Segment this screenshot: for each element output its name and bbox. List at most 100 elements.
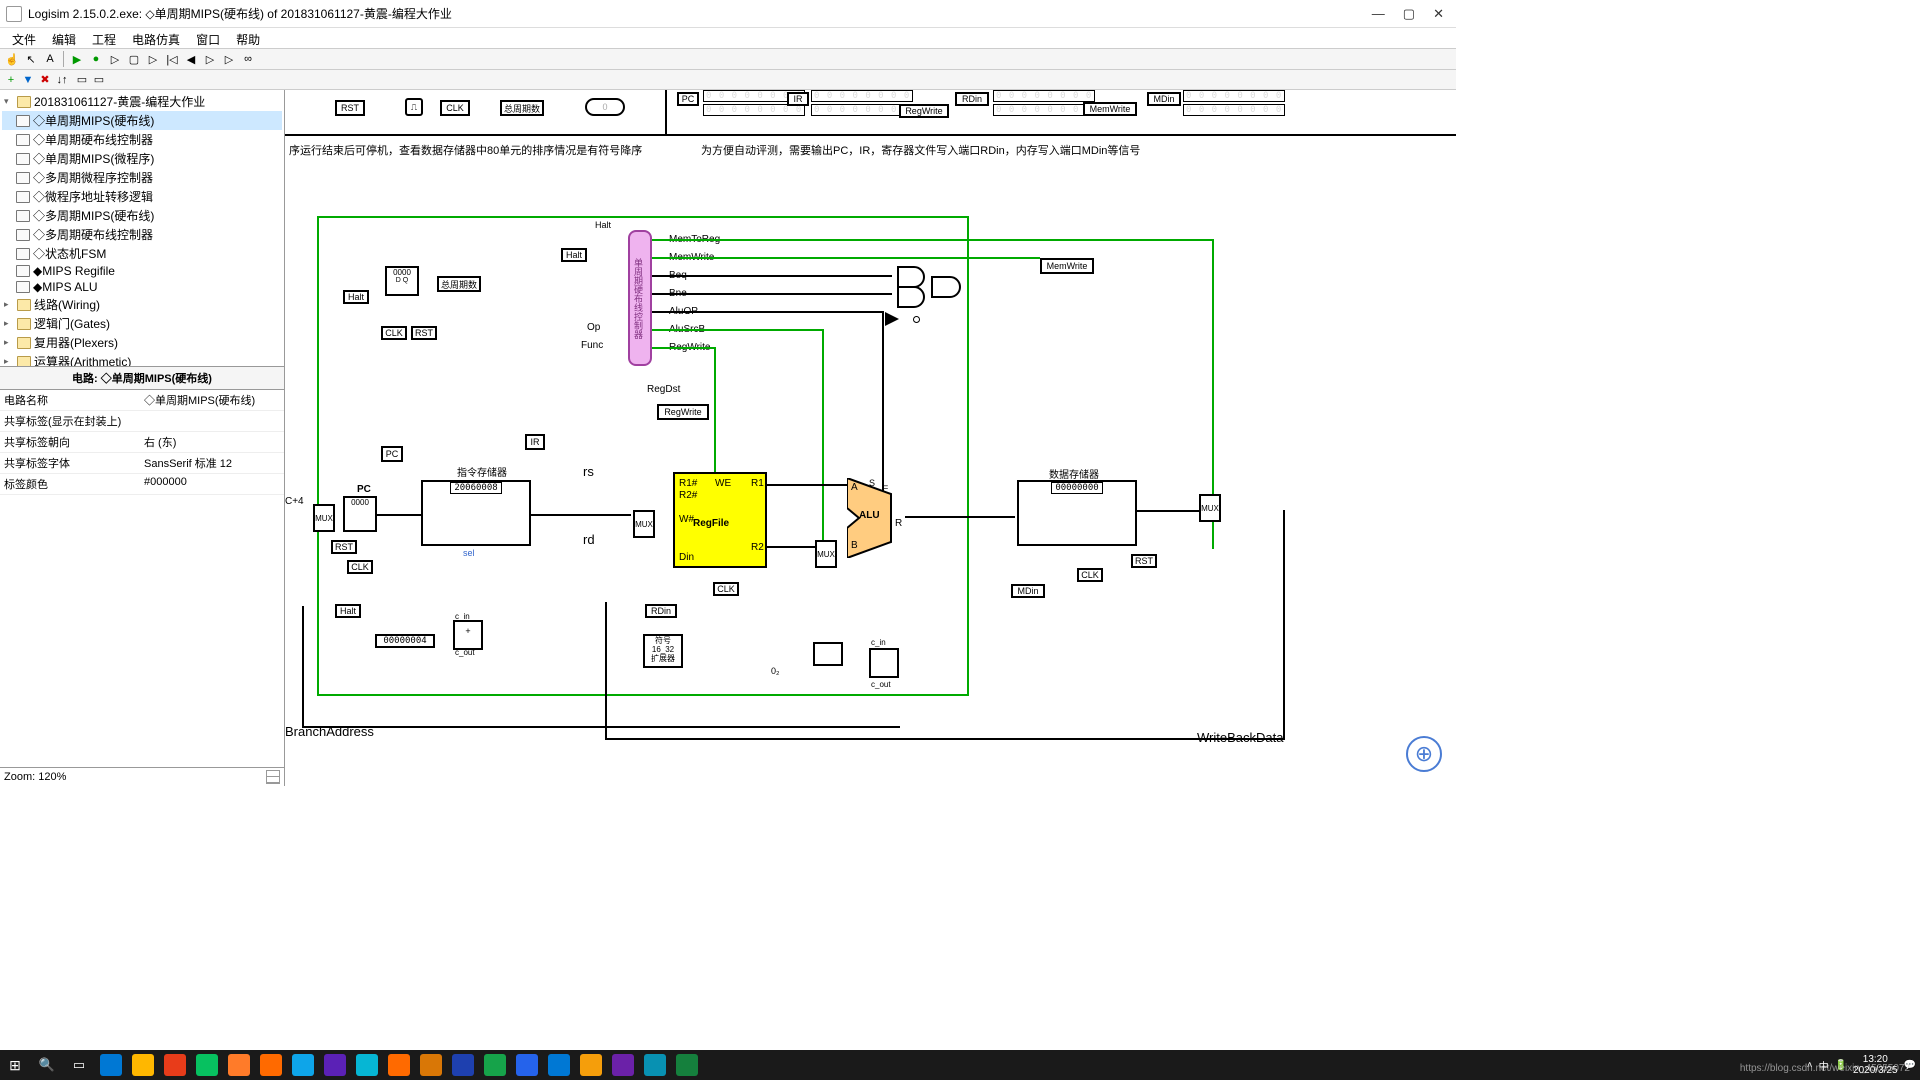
tree-item[interactable]: ◇多周期硬布线控制器 bbox=[2, 225, 282, 244]
search-icon[interactable]: 🔍 bbox=[36, 1054, 58, 1076]
start-button[interactable]: ⊞ bbox=[4, 1054, 26, 1076]
counter-box[interactable]: 0000 D Q bbox=[385, 266, 419, 296]
pc-register[interactable]: 0000 bbox=[343, 496, 377, 532]
prop-row[interactable]: 标签颜色#000000 bbox=[0, 474, 284, 495]
expand-icon[interactable]: ▸ bbox=[4, 299, 14, 310]
and-gate[interactable] bbox=[897, 266, 925, 288]
data-memory[interactable]: 00000000000 00100000000 00200000000 0030… bbox=[1017, 480, 1137, 546]
tree-root[interactable]: ▾ 201831061127-黄震-编程大作业 bbox=[2, 92, 282, 111]
tree-folder[interactable]: ▸逻辑门(Gates) bbox=[2, 314, 282, 333]
expand-icon[interactable]: ▾ bbox=[4, 96, 14, 107]
properties-table[interactable]: 电路名称◇单周期MIPS(硬布线) 共享标签(显示在封装上) 共享标签朝向右 (… bbox=[0, 390, 284, 495]
taskbar-app-8[interactable] bbox=[356, 1054, 378, 1076]
taskbar-app-9[interactable] bbox=[388, 1054, 410, 1076]
tree-item[interactable]: ◇状态机FSM bbox=[2, 244, 282, 263]
menu-edit[interactable]: 编辑 bbox=[46, 30, 82, 46]
tool-down[interactable]: ▼ bbox=[21, 73, 35, 87]
tree-item[interactable]: ◇多周期MIPS(硬布线) bbox=[2, 206, 282, 225]
taskbar-app-4[interactable] bbox=[228, 1054, 250, 1076]
tree-folder[interactable]: ▸复用器(Plexers) bbox=[2, 333, 282, 352]
tree-folder[interactable]: ▸运算器(Arithmetic) bbox=[2, 352, 282, 366]
tool-sim-tick[interactable]: ● bbox=[88, 51, 104, 67]
tree-item[interactable]: ◇微程序地址转移逻辑 bbox=[2, 187, 282, 206]
tree-item[interactable]: ◆MIPS ALU bbox=[2, 279, 282, 295]
tree-folder[interactable]: ▸线路(Wiring) bbox=[2, 295, 282, 314]
menu-window[interactable]: 窗口 bbox=[190, 30, 226, 46]
menu-help[interactable]: 帮助 bbox=[230, 30, 266, 46]
task-view-icon[interactable]: ▭ bbox=[68, 1054, 90, 1076]
expand-icon[interactable]: ▸ bbox=[4, 356, 14, 366]
adder-block-2[interactable] bbox=[869, 648, 899, 678]
adder-box[interactable]: + bbox=[453, 620, 483, 650]
tool-text[interactable]: A bbox=[42, 51, 58, 67]
taskbar[interactable]: ⊞ 🔍 ▭ ˄ 中 🔋 13:20 2020/3/25 💬 bbox=[0, 1050, 1920, 1080]
wb-mux[interactable]: MUX bbox=[1199, 494, 1221, 522]
tree-item[interactable]: ◇多周期微程序控制器 bbox=[2, 168, 282, 187]
tool-add[interactable]: + bbox=[4, 73, 18, 87]
rst-pin[interactable]: RST bbox=[335, 100, 365, 116]
alu-srcb-mux[interactable]: MUX bbox=[815, 540, 837, 568]
tool-step[interactable]: ▷ bbox=[107, 51, 123, 67]
pc-mux[interactable]: MUX bbox=[313, 504, 335, 532]
taskbar-app-3[interactable] bbox=[196, 1054, 218, 1076]
and-gate[interactable] bbox=[897, 286, 925, 308]
prop-row[interactable]: 共享标签(显示在封装上) bbox=[0, 411, 284, 432]
halt-pin[interactable]: Halt bbox=[343, 290, 369, 304]
tool-loop[interactable]: ∞ bbox=[240, 51, 256, 67]
prop-row[interactable]: 电路名称◇单周期MIPS(硬布线) bbox=[0, 390, 284, 411]
prop-val[interactable]: #000000 bbox=[144, 476, 187, 492]
taskbar-app-13[interactable] bbox=[516, 1054, 538, 1076]
prop-val[interactable]: 右 (东) bbox=[144, 434, 176, 450]
tree-item[interactable]: ◇单周期MIPS(硬布线) bbox=[2, 111, 282, 130]
project-tree[interactable]: ▾ 201831061127-黄震-编程大作业 ◇单周期MIPS(硬布线) ◇单… bbox=[0, 90, 284, 366]
prop-row[interactable]: 共享标签字体SansSerif 标准 12 bbox=[0, 453, 284, 474]
taskbar-app-10[interactable] bbox=[420, 1054, 442, 1076]
taskbar-app-14[interactable] bbox=[548, 1054, 570, 1076]
controller-box[interactable]: 单周期硬布线控制器 bbox=[628, 230, 652, 366]
menu-file[interactable]: 文件 bbox=[6, 30, 42, 46]
circuit-canvas[interactable]: RST ⎍ CLK 总周期数 0 序运行结束后可停机，查看数据存储器中80单元的… bbox=[285, 90, 1456, 786]
tool-sim-enable[interactable]: ▶ bbox=[69, 51, 85, 67]
tree-item[interactable]: ◆MIPS Regifile bbox=[2, 263, 282, 279]
close-button[interactable]: ✕ bbox=[1433, 6, 1444, 22]
not-gate[interactable] bbox=[885, 312, 899, 326]
taskbar-app-1[interactable] bbox=[132, 1054, 154, 1076]
taskbar-app-11[interactable] bbox=[452, 1054, 474, 1076]
tool-back[interactable]: ◀ bbox=[183, 51, 199, 67]
or-gate[interactable] bbox=[931, 276, 961, 298]
tool-view1[interactable]: ▭ bbox=[75, 73, 89, 87]
tool-step2[interactable]: ▷ bbox=[145, 51, 161, 67]
taskbar-app-0[interactable] bbox=[100, 1054, 122, 1076]
tool-fwd2[interactable]: ▷ bbox=[221, 51, 237, 67]
prop-val[interactable]: ◇单周期MIPS(硬布线) bbox=[144, 392, 255, 408]
tool-fwd[interactable]: ▷ bbox=[202, 51, 218, 67]
regdst-mux[interactable]: MUX bbox=[633, 510, 655, 538]
clock-icon[interactable]: ⎍ bbox=[405, 98, 423, 116]
tool-delete[interactable]: ✖ bbox=[38, 73, 52, 87]
tree-item[interactable]: ◇单周期MIPS(微程序) bbox=[2, 149, 282, 168]
tool-poke[interactable]: ☝ bbox=[4, 51, 20, 67]
regfile[interactable]: R1# R2# W# WE R1 R2 Din RegFile bbox=[673, 472, 767, 568]
menu-project[interactable]: 工程 bbox=[86, 30, 122, 46]
taskbar-app-18[interactable] bbox=[676, 1054, 698, 1076]
instruction-memory[interactable]: 00020030002 00120040000 00220050001 0032… bbox=[421, 480, 531, 546]
tree-item[interactable]: ◇单周期硬布线控制器 bbox=[2, 130, 282, 149]
taskbar-app-7[interactable] bbox=[324, 1054, 346, 1076]
minimize-button[interactable]: — bbox=[1372, 6, 1385, 22]
taskbar-app-5[interactable] bbox=[260, 1054, 282, 1076]
zoom-spinner[interactable] bbox=[266, 770, 280, 784]
clk-pin[interactable]: CLK bbox=[440, 100, 470, 116]
crosshair-icon[interactable] bbox=[1406, 736, 1442, 772]
alu[interactable]: A B S = R ALU bbox=[847, 478, 907, 558]
tool-view2[interactable]: ▭ bbox=[92, 73, 106, 87]
taskbar-app-16[interactable] bbox=[612, 1054, 634, 1076]
menu-simulate[interactable]: 电路仿真 bbox=[126, 30, 186, 46]
expand-icon[interactable]: ▸ bbox=[4, 337, 14, 348]
tool-select[interactable]: ↖ bbox=[23, 51, 39, 67]
tool-move[interactable]: ↓↑ bbox=[55, 73, 69, 87]
prop-val[interactable]: SansSerif 标准 12 bbox=[144, 455, 232, 471]
expand-icon[interactable]: ▸ bbox=[4, 318, 14, 329]
shift-block-1[interactable] bbox=[813, 642, 843, 666]
sign-extender[interactable]: 符号 16_32 扩展器 bbox=[643, 634, 683, 668]
taskbar-app-15[interactable] bbox=[580, 1054, 602, 1076]
